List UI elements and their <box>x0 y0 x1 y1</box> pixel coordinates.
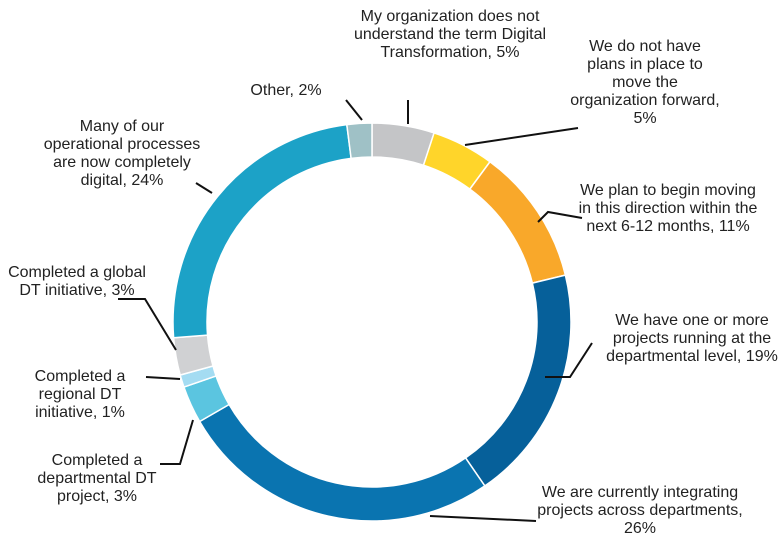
leader-line <box>537 210 583 223</box>
data-label: We do not have plans in place to move th… <box>570 38 720 127</box>
leader-line <box>195 182 213 194</box>
data-label: Other, 2% <box>250 82 322 99</box>
leader-line <box>160 419 194 465</box>
data-label: We are currently integrating projects ac… <box>537 484 743 537</box>
data-label: We plan to begin moving in this directio… <box>578 182 758 235</box>
leader-line <box>345 99 363 121</box>
leader-line <box>429 515 537 522</box>
data-label: Completed a departmental DT project, 3% <box>37 452 157 505</box>
leader-line <box>118 298 177 351</box>
data-label: Completed a global DT initiative, 3% <box>8 264 146 299</box>
slice <box>464 274 572 487</box>
data-label: My organization does not understand the … <box>353 8 547 61</box>
slice <box>198 403 486 522</box>
data-label: We have one or more projects running at … <box>606 312 778 365</box>
data-label: Completed a regional DT initiative, 1% <box>34 368 126 421</box>
slice <box>345 122 373 160</box>
leader-line <box>545 342 593 378</box>
slice <box>468 160 567 285</box>
leader-line <box>145 376 181 380</box>
leader-line <box>464 127 579 146</box>
data-label: Many of our operational processes are no… <box>43 118 201 189</box>
